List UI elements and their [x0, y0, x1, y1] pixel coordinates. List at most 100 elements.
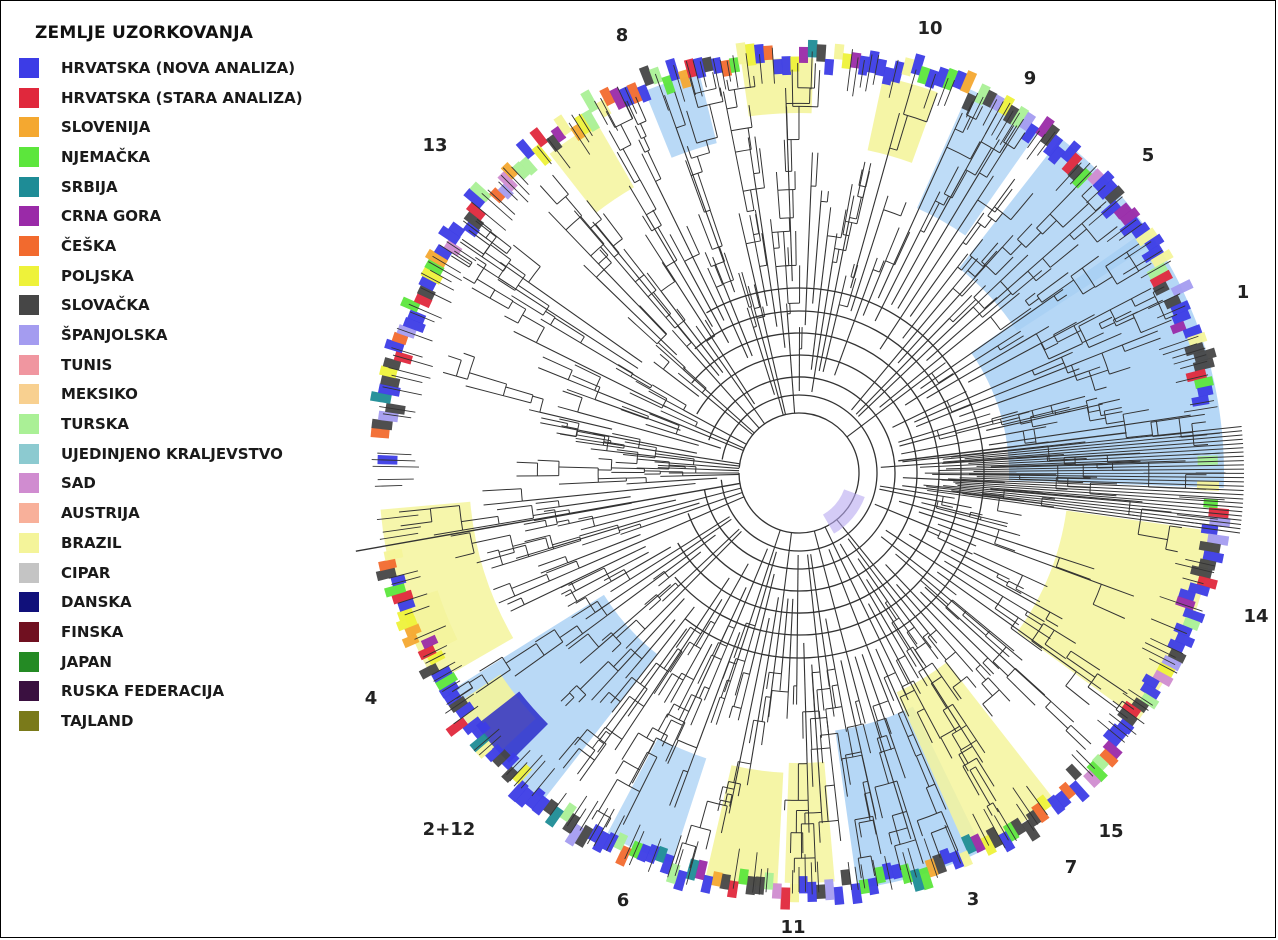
branch-ray — [975, 668, 987, 681]
branch-ray — [862, 723, 872, 754]
branch-ray — [582, 615, 608, 635]
tip-line — [1027, 130, 1040, 149]
branch-ray — [576, 580, 612, 602]
branch-ray — [788, 217, 791, 232]
tip-line — [379, 532, 419, 540]
branch-ray — [925, 642, 939, 660]
long-spoke — [947, 478, 1244, 491]
branch-ray — [813, 823, 816, 858]
tip-segment — [1021, 819, 1041, 842]
branch-ray — [591, 739, 600, 749]
branch-arc — [675, 124, 686, 129]
tip-line — [1106, 219, 1137, 243]
tip-segment — [1102, 740, 1123, 760]
branch-ray — [906, 632, 919, 649]
branch-ray — [559, 418, 580, 424]
branch-arc — [580, 336, 585, 344]
branch-ray — [1045, 706, 1069, 729]
branch-ray — [616, 449, 638, 453]
branch-ray — [450, 532, 470, 537]
branch-ray — [902, 485, 1000, 499]
branch-ray — [962, 614, 987, 636]
legend-label: SLOVAČKA — [61, 296, 150, 315]
branch-ray — [1098, 398, 1120, 405]
branch-ray — [879, 752, 890, 784]
branch-ray — [561, 425, 578, 430]
tip-segment — [462, 716, 484, 736]
branch-ray — [946, 390, 967, 402]
tip-segment — [1187, 582, 1211, 597]
branch-ray — [836, 519, 929, 634]
branch-ray — [619, 606, 695, 703]
branch-ray — [770, 219, 773, 233]
branch-ray — [770, 532, 793, 698]
branch-ray — [621, 706, 645, 740]
tip-segment — [961, 92, 977, 112]
legend-swatch — [19, 562, 39, 583]
branch-ray — [632, 373, 653, 386]
branch-ray — [1036, 213, 1051, 229]
branch-arc — [826, 668, 836, 671]
branch-arc — [825, 706, 842, 710]
branch-ray — [611, 467, 645, 470]
branch-ray — [1081, 206, 1102, 224]
branch-ray — [722, 283, 753, 357]
branch-ray — [734, 661, 746, 696]
tip-segment — [618, 86, 635, 108]
branch-ray — [962, 221, 978, 243]
branch-ray — [850, 209, 885, 312]
branch-ray — [471, 287, 491, 299]
tip-segment — [1067, 163, 1085, 181]
branch-ray — [482, 488, 522, 492]
tip-segment — [969, 833, 986, 854]
tip-line — [1055, 162, 1082, 192]
tip-segment — [545, 134, 563, 153]
branch-ray — [594, 487, 742, 527]
branch-ray — [885, 564, 981, 666]
branch-arc — [520, 597, 525, 605]
branch-arc — [710, 620, 716, 625]
tip-segment — [448, 221, 466, 238]
branch-ray — [913, 626, 927, 643]
branch-ray — [992, 661, 1009, 677]
branch-arc — [489, 289, 496, 299]
branch-arc — [656, 594, 662, 600]
branch-ray — [753, 173, 778, 327]
tip-line — [616, 86, 633, 120]
branch-ray — [572, 374, 601, 388]
branch-ray — [715, 287, 749, 359]
legend-label: SRBIJA — [61, 177, 118, 196]
long-spoke — [955, 483, 1244, 504]
branch-ray — [516, 461, 538, 464]
tip-line — [433, 664, 462, 682]
branch-arc — [1073, 325, 1083, 343]
branch-ray — [567, 600, 578, 607]
branch-arc — [1191, 423, 1195, 446]
branch-ray — [920, 591, 989, 659]
branch-ray — [967, 258, 979, 271]
tip-line — [511, 166, 529, 185]
branch-ray — [666, 703, 675, 718]
legend-swatch — [19, 176, 39, 197]
branch-ray — [704, 252, 712, 267]
tip-segment — [391, 589, 414, 605]
branch-ray — [603, 441, 625, 446]
branch-arc — [1047, 445, 1050, 461]
branch-ray — [730, 663, 737, 682]
branch-arc — [635, 619, 646, 630]
branch-ray — [717, 799, 721, 812]
branch-ray — [950, 549, 999, 575]
branch-arc — [849, 217, 857, 220]
branch-ray — [995, 256, 1014, 276]
branch-arc — [811, 671, 820, 674]
branch-ray — [944, 560, 1004, 597]
branch-ray — [663, 648, 679, 669]
branch-ray — [647, 150, 662, 180]
legend-swatch — [19, 651, 39, 672]
branch-ray — [635, 380, 668, 400]
branch-ray — [655, 181, 725, 321]
branch-ray — [610, 579, 631, 593]
branch-ray — [490, 231, 512, 249]
tip-segment — [525, 787, 546, 810]
legend-swatch — [19, 295, 39, 316]
